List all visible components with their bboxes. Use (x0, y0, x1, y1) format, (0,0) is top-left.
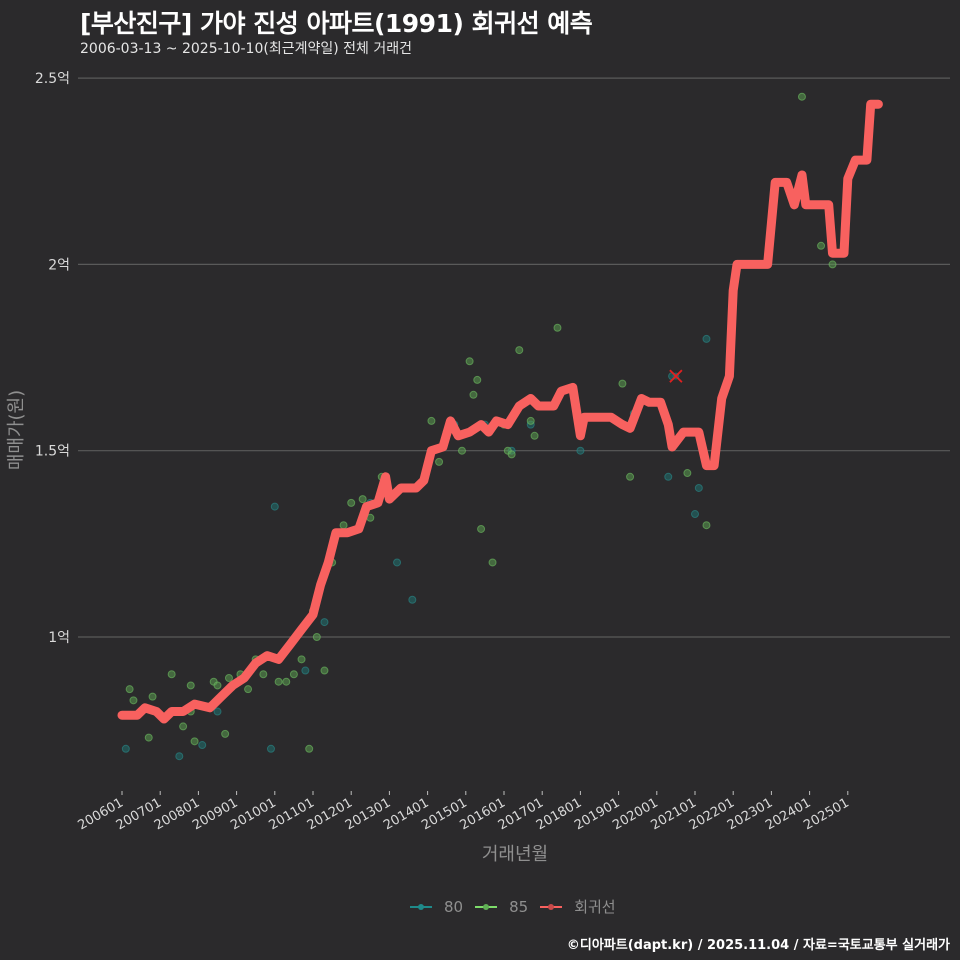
legend-item-85: 85 (475, 898, 528, 916)
legend-item-80: 80 (410, 898, 463, 916)
y-axis: 1억 1.5억 2억 2.5억 (35, 71, 70, 646)
legend-key-regression-icon (540, 900, 563, 914)
legend-key-85-icon (475, 900, 498, 914)
grid-lines (78, 77, 950, 638)
y-tick-label: 1억 (48, 630, 70, 646)
regression-line (117, 99, 883, 724)
legend-label-regression: 회귀선 (574, 898, 616, 916)
y-tick-label: 2.5억 (35, 71, 70, 87)
chart-title: [부산진구] 가야 진성 아파트(1991) 회귀선 예측 (80, 9, 593, 38)
legend-key-80-icon (410, 900, 432, 914)
legend-item-regression: 회귀선 (540, 896, 616, 917)
source-caption: ©디아파트(dapt.kr) / 2025.11.04 / 자료=국토교통부 실… (566, 938, 950, 953)
y-tick-label: 1.5억 (35, 444, 70, 460)
legend-label-80: 80 (444, 897, 464, 916)
chart-subtitle: 2006-03-13 ~ 2025-10-10(최근계약일) 전체 거래건 (80, 41, 412, 57)
legend-label-85: 85 (509, 897, 529, 916)
y-tick-label: 2억 (48, 257, 70, 273)
x-axis: 2006012007012008012009012010012011012012… (76, 791, 852, 833)
outlier-marker (669, 369, 683, 383)
series-80-points (121, 334, 711, 761)
y-axis-title: 매매가(원) (6, 390, 27, 470)
x-axis-title: 거래년월 (482, 844, 548, 865)
legend: 80 85 회귀선 (410, 896, 628, 917)
